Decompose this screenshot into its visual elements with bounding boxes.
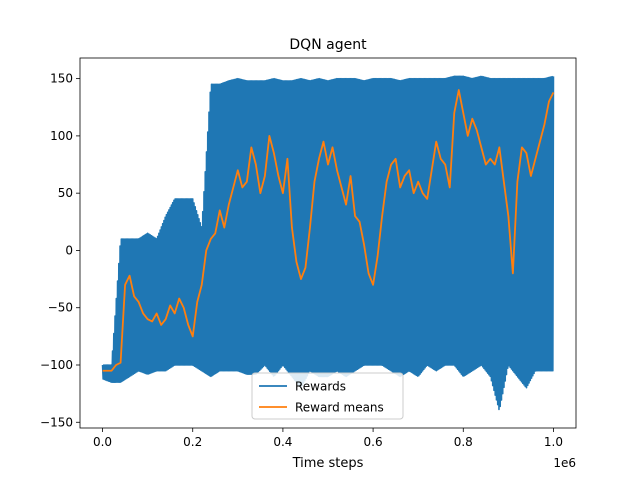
legend: Rewards Reward means [251, 372, 404, 420]
x-tick-label: 0.2 [183, 435, 202, 449]
legend-box [251, 372, 404, 420]
reward-means-series-line [102, 89, 555, 372]
plot-area [101, 75, 555, 411]
y-tick-label: −150 [40, 415, 73, 429]
x-tick-label: 0.8 [454, 435, 473, 449]
x-tick-label: 1.0 [544, 435, 563, 449]
x-axis-offset-label: 1e6 [553, 456, 576, 470]
y-tick-label: 150 [50, 72, 73, 86]
x-tick-label: 0.4 [273, 435, 292, 449]
legend-label: Rewards [295, 380, 346, 394]
x-axis-label: Time steps [292, 456, 364, 471]
plot-frame [79, 57, 577, 429]
x-axis: 0.0 0.2 0.4 0.6 0.8 1.0 [93, 428, 563, 449]
y-axis: −150 −100 −50 0 50 100 150 [40, 72, 80, 429]
y-tick-label: 0 [65, 243, 73, 257]
y-tick-label: 100 [50, 129, 73, 143]
y-tick-label: −100 [40, 358, 73, 372]
chart-title: DQN agent [289, 37, 367, 53]
rewards-series-line [101, 75, 555, 411]
legend-label: Reward means [295, 401, 384, 415]
y-tick-label: −50 [48, 301, 73, 315]
x-tick-label: 0.0 [93, 435, 112, 449]
x-tick-label: 0.6 [364, 435, 383, 449]
y-tick-label: 50 [58, 186, 73, 200]
